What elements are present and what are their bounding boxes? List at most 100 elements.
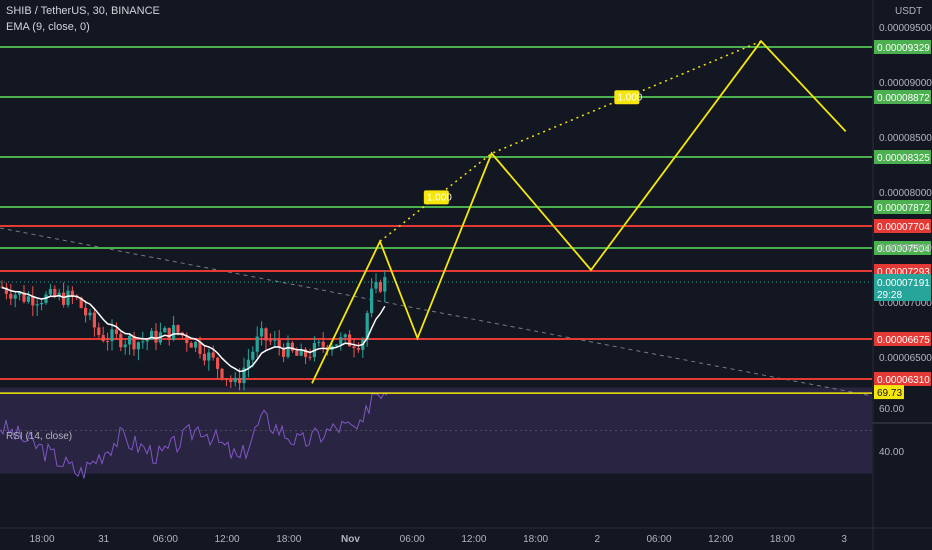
candle-body [202, 353, 206, 361]
time-axis-tick: 18:00 [523, 534, 548, 545]
candle-body [13, 294, 17, 299]
current-price-label: 0.00007191 [877, 278, 930, 289]
price-axis-tick: 0.00008500 [879, 133, 932, 144]
candle-body [48, 288, 52, 295]
candle-body [163, 327, 167, 333]
candle-body [22, 292, 26, 302]
candle-body [374, 282, 378, 289]
candle-body [220, 368, 224, 379]
time-axis-tick: 18:00 [770, 534, 795, 545]
symbol-legend[interactable]: SHIB / TetherUS, 30, BINANCE [6, 5, 160, 17]
candle-body [136, 342, 140, 350]
time-axis-tick: 06:00 [400, 534, 425, 545]
candle-body [216, 357, 220, 369]
candle-body [92, 312, 96, 328]
candle-body [383, 277, 387, 292]
candle-body [207, 352, 211, 361]
candle-body [106, 341, 110, 343]
projection-ratio-label: 1.000 [617, 92, 642, 103]
candle-body [18, 292, 22, 295]
ema-legend[interactable]: EMA (9, close, 0) [6, 21, 90, 33]
candle-body [334, 344, 338, 346]
candle-body [123, 344, 127, 348]
candle-body [352, 346, 356, 349]
candle-body [40, 302, 44, 305]
candle-body [31, 296, 35, 306]
candle-body [295, 350, 299, 356]
candle-body [35, 304, 39, 306]
price-axis-tick: 0.00007500 [879, 243, 932, 254]
candle-body [273, 339, 277, 341]
projection-ratio-tag [423, 190, 449, 205]
rsi-axis-tick: 40.00 [879, 447, 904, 458]
projection-dotted-line [379, 40, 762, 242]
candle-body [238, 377, 242, 384]
candle-body [110, 329, 114, 342]
price-axis-tick: 0.00006500 [879, 353, 932, 364]
candle-body [53, 288, 57, 297]
time-axis-tick: 12:00 [215, 534, 240, 545]
candle-body [211, 352, 215, 358]
candle-body [224, 378, 228, 380]
time-axis-tick: 18:00 [276, 534, 301, 545]
time-axis-tick: Nov [341, 534, 360, 545]
candle-body [84, 307, 88, 316]
candle-body [176, 325, 180, 333]
time-axis-tick: 12:00 [461, 534, 486, 545]
candle-body [251, 351, 255, 360]
price-axis-tick: 0.00007000 [879, 298, 932, 309]
time-axis-tick: 06:00 [153, 534, 178, 545]
candle-body [189, 343, 193, 348]
candle-body [365, 313, 369, 340]
candle-body [277, 339, 281, 348]
candle-body [290, 342, 294, 351]
candle-body [268, 340, 272, 342]
candle-body [348, 334, 352, 347]
candle-body [154, 330, 158, 343]
price-axis-tick: 0.00008000 [879, 188, 932, 199]
candle-body [370, 288, 374, 314]
candle-body [9, 293, 13, 299]
rsi-value-label: 69.73 [877, 388, 902, 399]
price-level-label: 0.00007704 [877, 222, 930, 233]
rsi-value-tag [874, 385, 904, 400]
candle-body [145, 339, 149, 342]
candle-body [97, 327, 101, 336]
countdown-label: 29:28 [877, 290, 902, 301]
price-level-label: 0.00006310 [877, 375, 930, 386]
candle-body [114, 329, 118, 334]
candle-body [4, 287, 8, 294]
time-axis-tick: 31 [98, 534, 110, 545]
candle-body [128, 335, 132, 345]
price-level-label: 0.00007293 [877, 267, 930, 278]
price-level-label: 0.00007504 [877, 244, 930, 255]
price-level-tag [874, 332, 931, 346]
main-pane [0, 0, 872, 422]
price-axis-tick: 0.00009500 [879, 23, 932, 34]
time-axis-tick: 06:00 [646, 534, 671, 545]
candle-body [141, 341, 145, 343]
candle-body [282, 347, 286, 357]
currency-label: USDT [895, 6, 922, 17]
candle-body [172, 325, 176, 340]
candle-body [150, 330, 154, 340]
candle-body [260, 328, 264, 337]
candle-body [343, 334, 347, 338]
time-axis-tick: 3 [841, 534, 847, 545]
candle-body [101, 335, 105, 342]
candle-body [255, 336, 259, 352]
rsi-title: RSI (14, close) [6, 431, 72, 442]
candle-body [198, 341, 202, 354]
candle-body [88, 312, 92, 316]
candle-body [356, 348, 360, 350]
price-level-tag [874, 241, 931, 255]
price-level-tag [874, 219, 931, 233]
candle-body [62, 292, 66, 305]
price-level-tag [874, 200, 931, 214]
price-level-label: 0.00007872 [877, 203, 930, 214]
projection-ratio-label: 1.000 [427, 192, 452, 203]
current-price-tag [874, 273, 931, 301]
candle-body [167, 327, 171, 340]
